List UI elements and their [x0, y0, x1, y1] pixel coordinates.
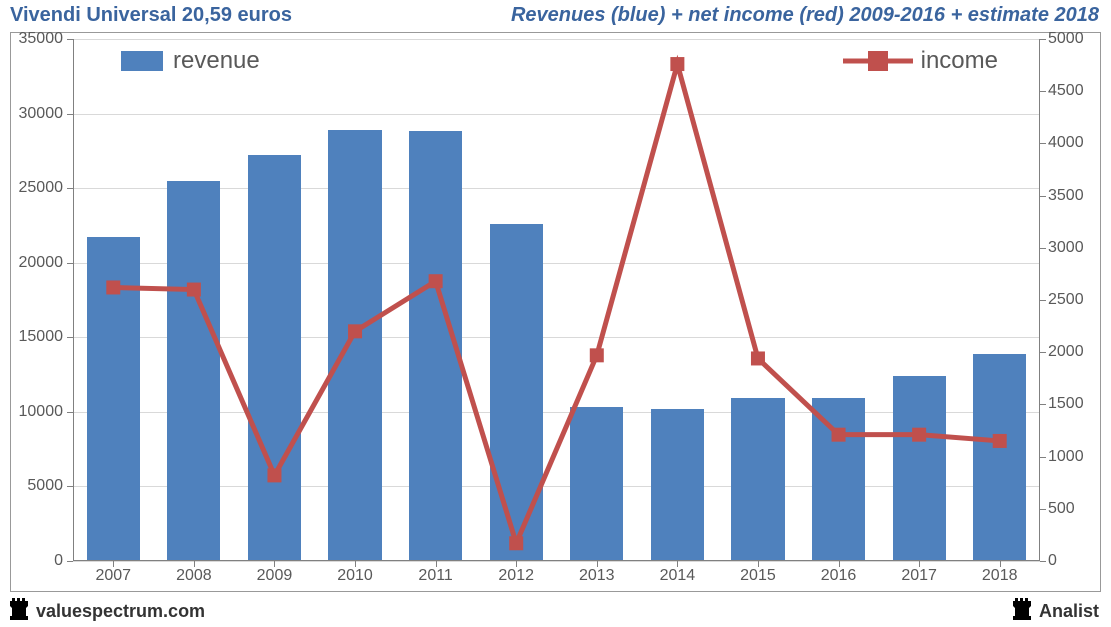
income-marker: [429, 274, 443, 288]
page-title-right: Revenues (blue) + net income (red) 2009-…: [511, 4, 1099, 27]
x-tick-label: 2012: [498, 567, 534, 585]
y-tick-label-right: 1500: [1048, 395, 1084, 413]
y-tick-right: [1040, 404, 1046, 405]
legend-income-label: income: [921, 47, 998, 75]
y-tick-right: [1040, 248, 1046, 249]
chart-container: 0 5000 10000 15000 20000 25000 30000 35000 0 500…: [10, 32, 1101, 592]
y-tick-left: [67, 412, 73, 413]
legend-revenue-swatch: [121, 51, 163, 71]
rook-icon: [1013, 598, 1033, 625]
y-tick-label-left: 30000: [19, 105, 64, 123]
x-tick-label: 2018: [982, 567, 1018, 585]
income-marker: [993, 434, 1007, 448]
legend-income: income: [843, 47, 998, 75]
y-tick-right: [1040, 561, 1046, 562]
y-tick-right: [1040, 39, 1046, 40]
y-tick-label-left: 10000: [19, 403, 64, 421]
y-tick-label-right: 5000: [1048, 30, 1084, 48]
income-marker: [509, 536, 523, 550]
x-tick-label: 2007: [95, 567, 131, 585]
legend-revenue: revenue: [121, 47, 260, 75]
x-tick-label: 2008: [176, 567, 212, 585]
gridline: [73, 561, 1040, 562]
y-tick-right: [1040, 91, 1046, 92]
income-line: [113, 64, 999, 543]
footer-right-text: Analist: [1039, 601, 1099, 622]
x-tick-label: 2013: [579, 567, 615, 585]
rook-icon: [10, 598, 30, 625]
y-tick-label-right: 3500: [1048, 187, 1084, 205]
income-marker: [912, 428, 926, 442]
y-tick-label-left: 25000: [19, 179, 64, 197]
y-tick-label-right: 3000: [1048, 239, 1084, 257]
y-tick-label-left: 5000: [27, 477, 63, 495]
x-tick-label: 2015: [740, 567, 776, 585]
y-tick-left: [67, 263, 73, 264]
legend-revenue-label: revenue: [173, 47, 260, 75]
income-marker: [670, 57, 684, 71]
footer-left-text: valuespectrum.com: [36, 601, 205, 622]
y-tick-label-right: 1000: [1048, 448, 1084, 466]
y-tick-left: [67, 39, 73, 40]
y-tick-label-right: 2500: [1048, 291, 1084, 309]
y-tick-label-right: 4500: [1048, 82, 1084, 100]
y-tick-right: [1040, 457, 1046, 458]
page-title-left: Vivendi Universal 20,59 euros: [10, 4, 292, 27]
y-tick-label-left: 35000: [19, 30, 64, 48]
income-marker: [590, 348, 604, 362]
y-tick-left: [67, 114, 73, 115]
page: Vivendi Universal 20,59 euros Revenues (…: [0, 0, 1111, 627]
y-tick-label-right: 2000: [1048, 343, 1084, 361]
y-tick-label-left: 15000: [19, 328, 64, 346]
income-line-layer: [73, 39, 1040, 561]
income-marker: [106, 280, 120, 294]
x-tick-label: 2011: [418, 567, 452, 585]
x-tick-label: 2014: [660, 567, 696, 585]
income-marker: [187, 283, 201, 297]
x-tick-label: 2010: [337, 567, 373, 585]
y-tick-label-right: 4000: [1048, 134, 1084, 152]
y-tick-label-right: 0: [1048, 552, 1057, 570]
x-tick-label: 2016: [821, 567, 857, 585]
plot-area: [73, 39, 1040, 561]
x-tick-label: 2009: [257, 567, 293, 585]
y-tick-right: [1040, 352, 1046, 353]
y-tick-label-left: 20000: [19, 254, 64, 272]
income-marker: [751, 351, 765, 365]
footer-right: Analist: [1013, 598, 1099, 625]
y-tick-right: [1040, 300, 1046, 301]
y-tick-label-left: 0: [54, 552, 63, 570]
y-tick-left: [67, 486, 73, 487]
y-tick-left: [67, 561, 73, 562]
y-tick-right: [1040, 143, 1046, 144]
income-marker: [267, 468, 281, 482]
income-marker: [348, 324, 362, 338]
footer-left: valuespectrum.com: [10, 598, 205, 625]
income-marker: [832, 428, 846, 442]
y-tick-left: [67, 188, 73, 189]
y-tick-label-right: 500: [1048, 500, 1075, 518]
y-tick-right: [1040, 509, 1046, 510]
x-tick-label: 2017: [901, 567, 937, 585]
y-tick-left: [67, 337, 73, 338]
y-tick-right: [1040, 196, 1046, 197]
legend-income-swatch: [843, 50, 913, 72]
